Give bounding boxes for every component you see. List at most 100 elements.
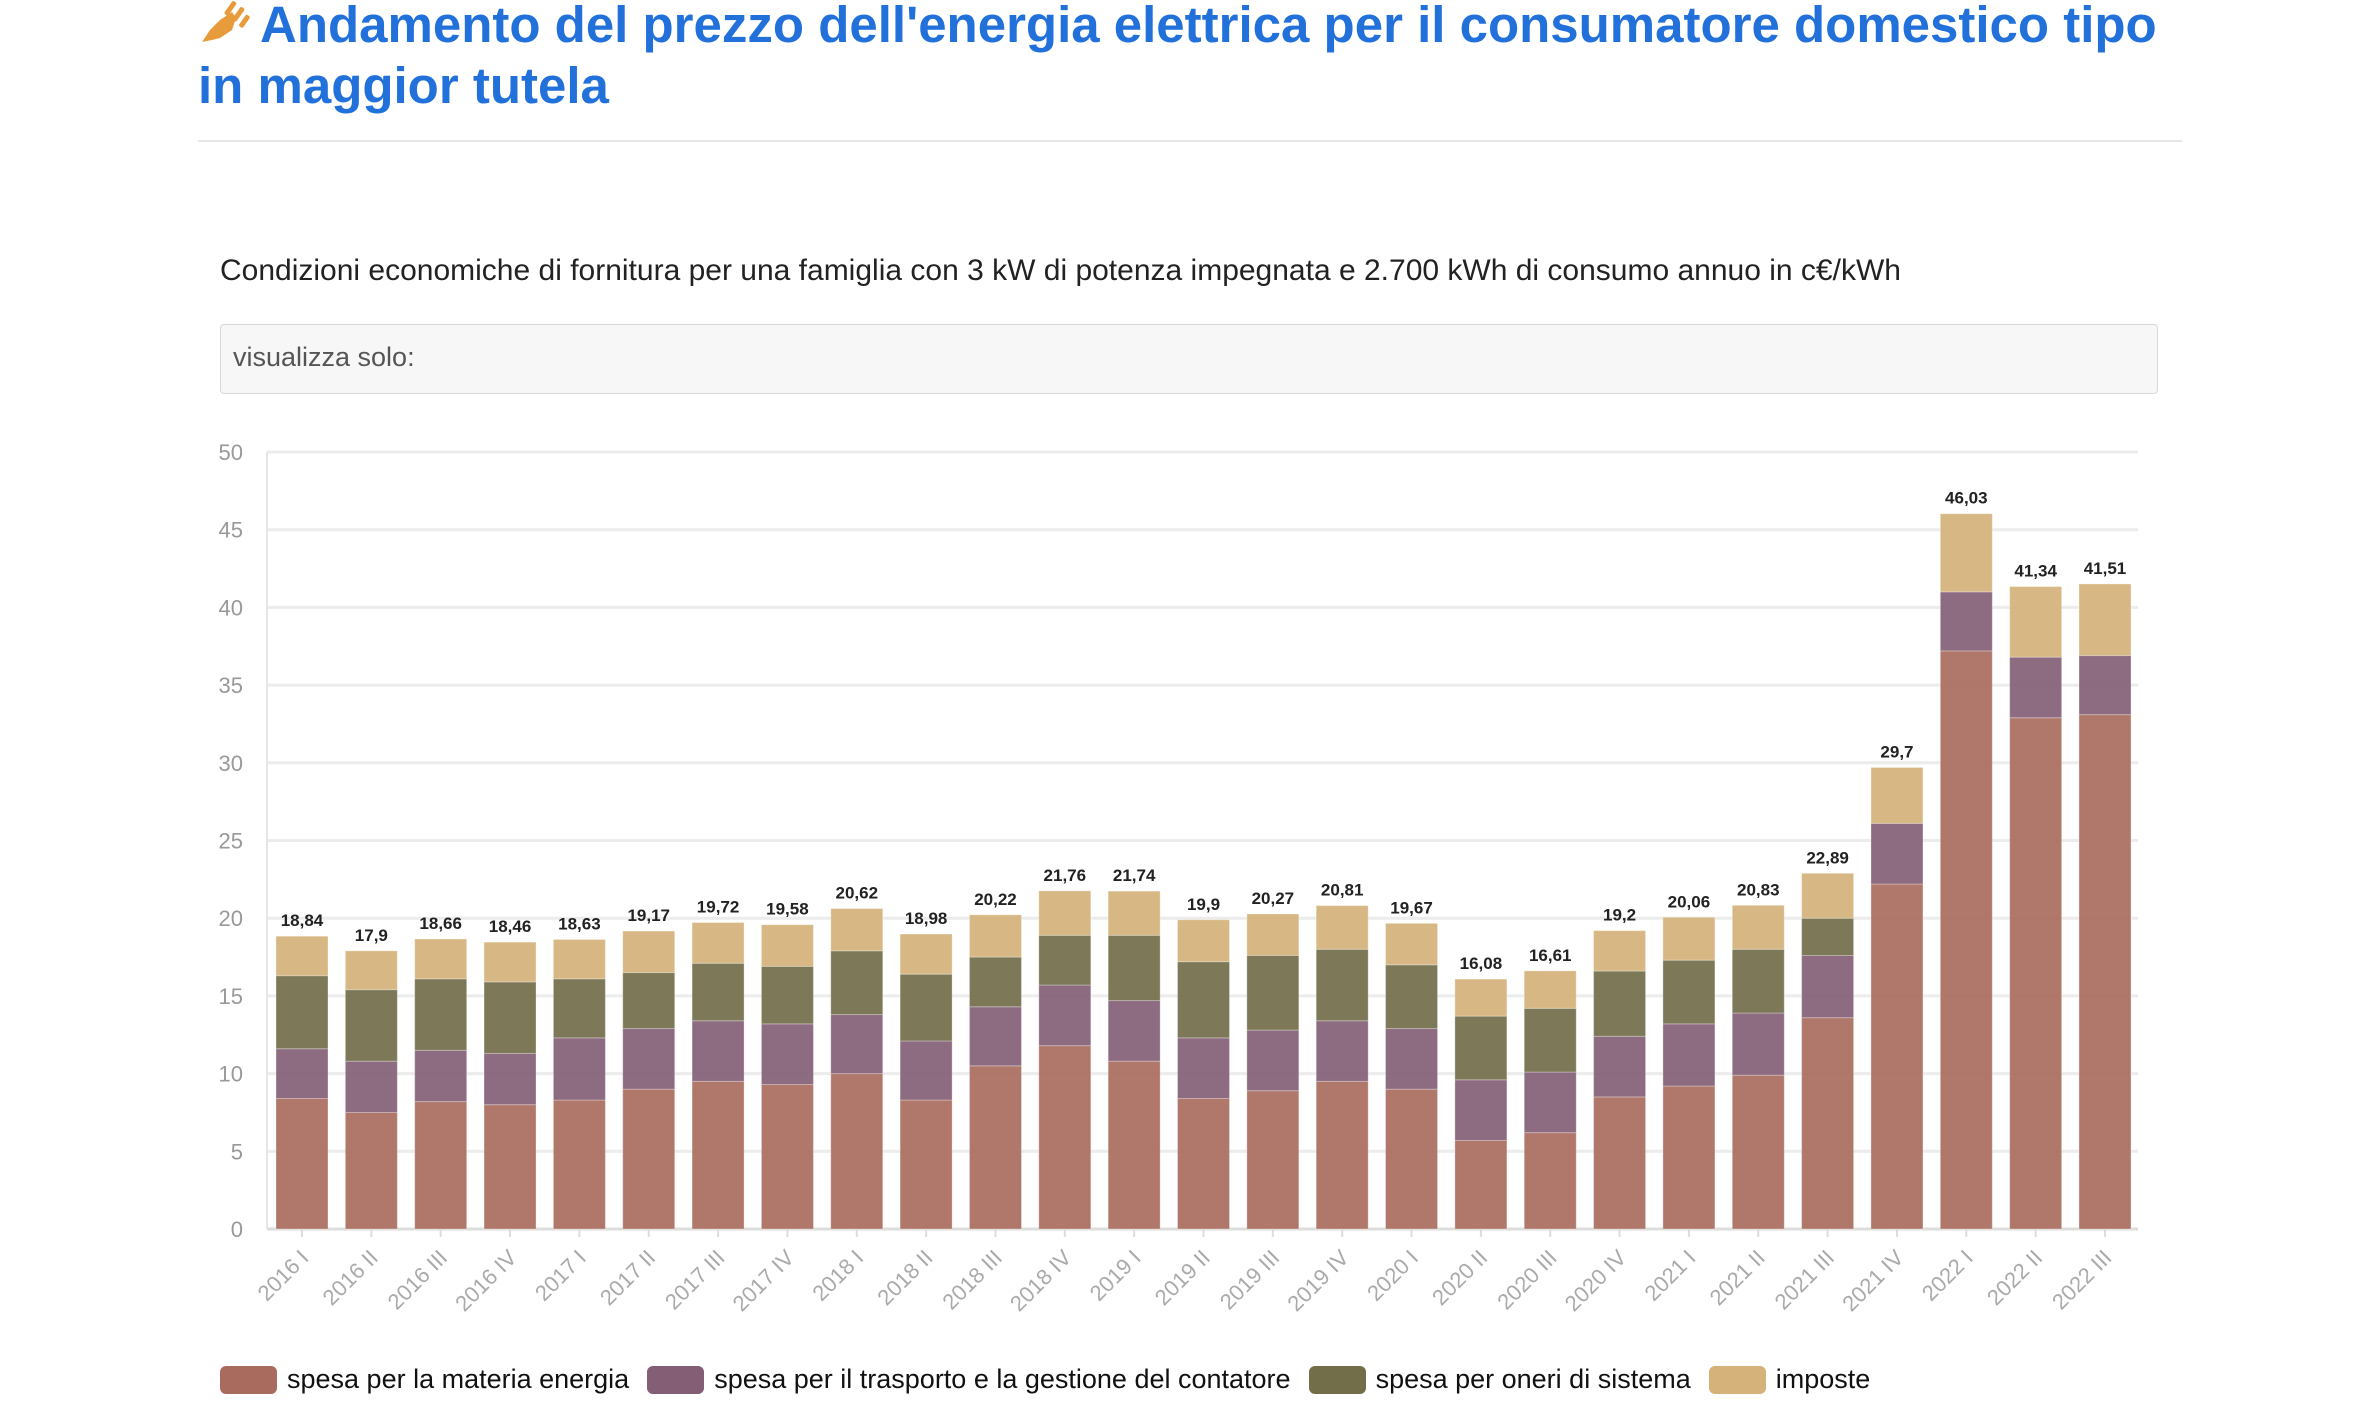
bar-segment: [1731, 948, 1785, 1014]
x-tick-label: 2017 III: [660, 1245, 730, 1315]
page-title-text: Andamento del prezzo dell'energia elettr…: [198, 0, 2157, 114]
y-tick-label: 25: [219, 829, 243, 854]
bar-segment: [899, 933, 953, 975]
bar-segment: [1523, 1132, 1577, 1230]
x-tick-label: 2017 I: [530, 1245, 591, 1306]
bar-segment: [1107, 1000, 1161, 1062]
bar-segment: [1177, 961, 1230, 1039]
x-tick-label: 2020 IV: [1560, 1245, 1632, 1317]
legend-item[interactable]: spesa per il trasporto e la gestione del…: [647, 1364, 1291, 1395]
bar-segment: [275, 1097, 329, 1230]
y-tick-label: 30: [219, 751, 243, 776]
bar-segment: [552, 1037, 606, 1101]
bar-total-label: 18,98: [905, 909, 948, 928]
bar-segment: [2078, 655, 2132, 716]
bar-segment: [1177, 919, 1230, 963]
legend-label: spesa per oneri di sistema: [1375, 1364, 1691, 1394]
bar-segment: [691, 962, 745, 1022]
legend-item[interactable]: imposte: [1708, 1364, 1870, 1395]
bar-total-label: 21,76: [1044, 866, 1087, 885]
x-tick-label: 2019 I: [1085, 1245, 1146, 1306]
bar-total-label: 20,27: [1252, 889, 1295, 908]
bar-segment: [1523, 970, 1577, 1009]
bar-segment: [968, 914, 1022, 958]
x-tick-label: 2016 III: [383, 1245, 453, 1315]
bar-segment: [483, 1104, 537, 1230]
bar-segment: [1385, 964, 1439, 1030]
bar-segment: [830, 1014, 884, 1075]
bar-segment: [483, 1052, 537, 1106]
bar-segment: [760, 1083, 814, 1230]
bar-total-label: 20,62: [835, 884, 878, 903]
y-tick-label: 40: [219, 595, 243, 620]
bar-total-label: 20,81: [1321, 881, 1364, 900]
x-tick-label: 2016 IV: [450, 1245, 522, 1317]
x-tick-label: 2021 III: [1770, 1245, 1840, 1315]
bar-segment: [1315, 948, 1369, 1022]
bar-total-label: 19,17: [627, 906, 670, 925]
y-tick-label: 20: [219, 906, 243, 931]
x-tick-label: 2016 II: [318, 1245, 383, 1310]
x-tick-label: 2020 III: [1492, 1245, 1562, 1315]
bar-segment: [552, 1099, 606, 1230]
bar-segment: [414, 1101, 468, 1230]
bar-segment: [1107, 890, 1161, 936]
bar-segment: [2078, 583, 2132, 657]
legend-swatch: [220, 1365, 277, 1394]
bar-segment: [691, 1080, 745, 1230]
bar-segment: [622, 930, 676, 974]
x-tick-label: 2018 II: [872, 1245, 937, 1310]
x-tick-label: 2017 IV: [728, 1245, 800, 1317]
y-tick-label: 35: [219, 673, 243, 698]
bar-total-label: 20,22: [974, 890, 1017, 909]
bar-segment: [1801, 917, 1855, 956]
bar-segment: [899, 973, 953, 1042]
bar-segment: [344, 989, 398, 1062]
bar-segment: [1870, 822, 1924, 885]
bar-total-label: 21,74: [1113, 866, 1156, 885]
stacked-bar-chart: 0 5 10 15 20 25 30 35 40 45 50 18,84 2016 I 17,9 2016 …: [219, 440, 2138, 1317]
bar-total-label: 19,72: [697, 898, 740, 917]
legend-item[interactable]: spesa per oneri di sistema: [1308, 1364, 1691, 1395]
bar-segment: [1801, 954, 1855, 1019]
legend-item[interactable]: spesa per la materia energia: [220, 1364, 629, 1395]
title-divider: [198, 140, 2182, 142]
bar-segment: [968, 956, 1022, 1008]
bar-segment: [275, 975, 329, 1050]
bar-segment: [1246, 913, 1300, 956]
bar-segment: [344, 1060, 398, 1113]
bar-segment: [1801, 1017, 1855, 1230]
bar-segment: [1454, 1079, 1508, 1141]
page-title: Andamento del prezzo dell'energia elettr…: [198, 0, 2188, 116]
bar-total-label: 17,9: [355, 926, 388, 945]
x-tick-label: 2019 IV: [1282, 1245, 1354, 1317]
bar-segment: [344, 1111, 398, 1230]
bar-total-label: 16,61: [1529, 946, 1572, 965]
bar-segment: [899, 1040, 953, 1101]
chart-subtitle: Condizioni economiche di fornitura per u…: [220, 254, 1901, 287]
bar-segment: [1662, 1023, 1716, 1087]
bar-segment: [1246, 1090, 1300, 1230]
bar-segment: [1662, 959, 1716, 1025]
filter-box[interactable]: visualizza solo:: [220, 324, 2158, 394]
x-tick-label: 2020 I: [1362, 1245, 1423, 1306]
bar-total-label: 22,89: [1806, 848, 1849, 867]
bar-segment: [968, 1006, 1022, 1067]
bar-total-label: 19,58: [766, 900, 809, 919]
bar-segment: [1038, 934, 1092, 986]
bar-segment: [1593, 1035, 1647, 1098]
bar-segment: [1177, 1037, 1230, 1099]
bar-total-label: 16,08: [1460, 954, 1503, 973]
bar-total-label: 41,34: [2014, 562, 2057, 581]
bar-segment: [1038, 984, 1092, 1047]
x-tick-label: 2022 II: [1982, 1245, 2047, 1310]
bar-segment: [691, 1020, 745, 1082]
bar-segment: [1315, 1020, 1369, 1082]
y-tick-label: 50: [219, 440, 243, 465]
bar-total-label: 41,51: [2084, 559, 2127, 578]
bar-total-label: 18,46: [489, 917, 532, 936]
bar-segment: [1939, 591, 1993, 652]
bar-segment: [2078, 714, 2132, 1230]
bar-segment: [622, 1028, 676, 1090]
y-tick-label: 5: [231, 1139, 243, 1164]
